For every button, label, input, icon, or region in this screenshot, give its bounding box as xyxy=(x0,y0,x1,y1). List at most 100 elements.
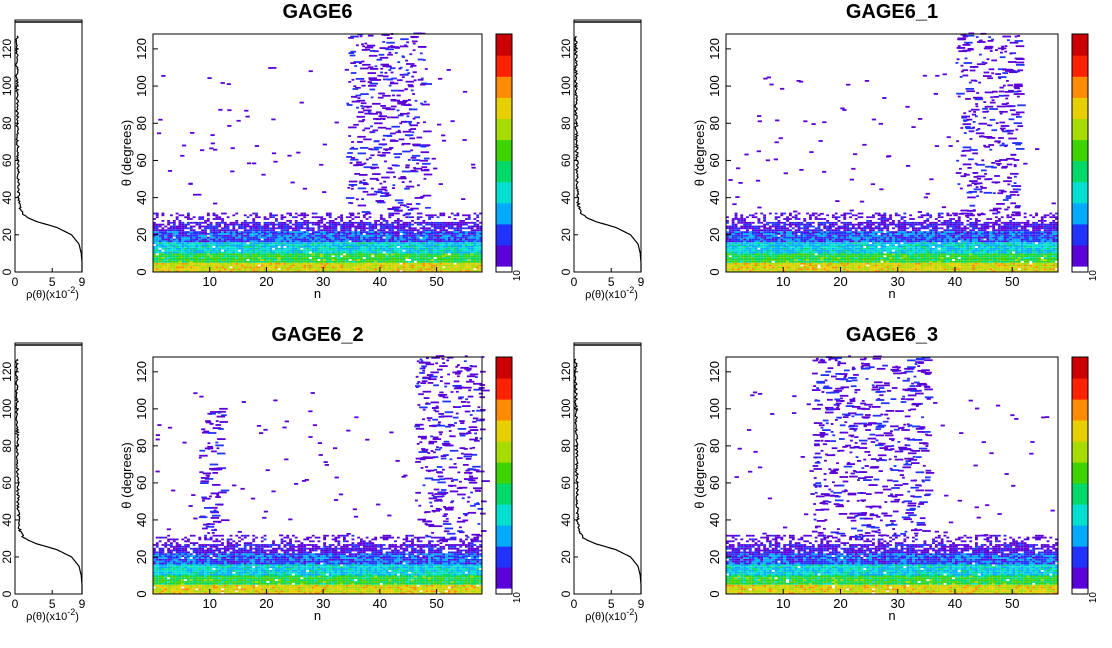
heatmap-cell xyxy=(272,252,275,254)
heatmap-cell xyxy=(474,252,477,254)
heatmap-cell xyxy=(298,231,301,233)
heatmap-cell xyxy=(352,213,355,215)
heatmap-cell xyxy=(445,246,448,248)
heatmap-cell xyxy=(210,235,213,237)
heatmap-cell xyxy=(281,216,284,218)
heatmap-cell xyxy=(218,254,221,256)
heatmap-cell xyxy=(769,233,772,235)
heatmap-cell xyxy=(732,259,735,261)
heatmap-cell xyxy=(758,246,761,248)
heatmap-cell xyxy=(278,265,281,267)
heatmap-cell xyxy=(374,252,377,254)
heatmap-cell xyxy=(366,237,369,239)
heatmap-cell xyxy=(749,240,752,242)
heatmap-cell xyxy=(346,261,349,263)
heatmap-cell xyxy=(360,257,363,259)
heatmap-cell xyxy=(389,147,393,149)
heatmap-cell xyxy=(812,265,815,267)
heatmap-cell xyxy=(413,118,416,120)
heatmap-cell xyxy=(411,170,417,172)
heatmap-cell xyxy=(769,235,772,237)
heatmap-cell xyxy=(462,222,465,224)
heatmap-cell xyxy=(187,267,190,269)
heatmap-cell xyxy=(803,237,806,239)
heatmap-cell xyxy=(196,246,199,248)
heatmap-cell xyxy=(366,242,369,244)
heatmap-cell xyxy=(459,226,462,228)
heatmap-cell xyxy=(329,224,332,226)
heatmap-cell xyxy=(218,224,221,226)
heatmap-cell xyxy=(190,267,193,269)
heatmap-cell xyxy=(238,252,241,254)
heatmap-cell xyxy=(760,235,763,237)
heatmap-cell xyxy=(431,231,434,233)
heatmap-cell xyxy=(388,216,391,218)
heatmap-cell xyxy=(732,246,735,248)
heatmap-cell xyxy=(772,257,775,259)
heatmap-cell xyxy=(337,255,340,257)
heatmap-cell xyxy=(348,81,351,83)
heatmap-cell xyxy=(437,259,440,261)
heatmap-cell xyxy=(383,268,386,270)
heatmap-cell xyxy=(170,222,173,224)
heatmap-cell xyxy=(369,248,372,250)
heatmap-cell xyxy=(380,226,383,228)
heatmap-cell xyxy=(269,237,272,239)
heatmap-cell xyxy=(289,263,292,265)
heatmap-cell xyxy=(397,222,400,224)
heatmap-cell xyxy=(354,255,357,257)
heatmap-cell xyxy=(275,268,278,270)
heatmap-cell xyxy=(786,252,789,254)
heatmap-cell xyxy=(434,235,437,237)
heatmap-cell xyxy=(269,265,272,267)
heatmap-cell xyxy=(740,244,743,246)
heatmap-cell xyxy=(289,248,292,250)
heatmap-cell xyxy=(320,222,323,224)
heatmap-cell xyxy=(729,237,732,239)
heatmap-cell xyxy=(235,233,238,235)
heatmap-cell xyxy=(371,239,374,241)
heatmap-cell xyxy=(207,261,210,263)
heatmap-cell xyxy=(820,248,823,250)
heatmap-cell xyxy=(414,268,417,270)
heatmap-cell xyxy=(241,265,244,267)
heatmap-cell xyxy=(766,235,769,237)
heatmap-cell xyxy=(428,218,431,220)
heatmap-cell xyxy=(425,250,428,252)
heatmap-cell xyxy=(749,214,752,216)
heatmap-cell xyxy=(752,257,755,259)
heatmap-cell xyxy=(451,239,454,241)
heatmap-cell xyxy=(841,242,844,244)
heatmap-cell xyxy=(826,257,829,259)
heatmap-cell xyxy=(159,259,162,261)
heatmap-cell xyxy=(440,239,443,241)
heatmap-cell xyxy=(737,255,740,257)
heatmap-cell xyxy=(806,268,809,270)
heatmap-cell xyxy=(786,235,789,237)
heatmap-cell xyxy=(743,242,746,244)
heatmap-cell xyxy=(855,244,858,246)
heatmap-cell xyxy=(428,261,431,263)
heatmap-cell xyxy=(238,226,241,228)
heatmap-cell xyxy=(162,244,165,246)
heatmap-cell xyxy=(284,222,287,224)
heatmap-cell xyxy=(849,213,852,215)
heatmap-cell xyxy=(803,263,806,265)
heatmap-cell xyxy=(295,237,298,239)
heatmap-cell xyxy=(855,257,858,259)
heatmap-cell xyxy=(789,267,792,269)
heatmap-cell xyxy=(778,252,781,254)
heatmap-cell xyxy=(425,222,428,224)
heatmap-cell xyxy=(752,240,755,242)
heatmap-cell xyxy=(159,237,162,239)
heatmap-cell xyxy=(809,235,812,237)
heatmap-cell xyxy=(766,237,769,239)
heatmap-cell xyxy=(826,268,829,270)
heatmap-cell xyxy=(224,259,227,261)
heatmap-cell xyxy=(755,246,758,248)
heatmap-cell xyxy=(442,263,445,265)
heatmap-cell xyxy=(207,250,210,252)
heatmap-cell xyxy=(843,213,846,215)
heatmap-cell xyxy=(315,248,318,250)
